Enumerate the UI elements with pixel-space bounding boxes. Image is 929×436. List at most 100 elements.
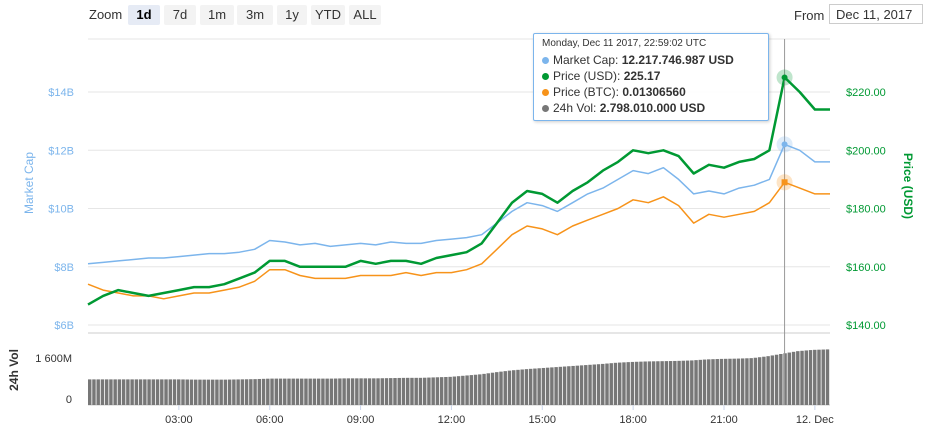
x-tick-label: 09:00 bbox=[347, 414, 375, 426]
volume-bar bbox=[499, 371, 503, 405]
volume-bar bbox=[757, 357, 762, 405]
volume-bar bbox=[779, 354, 783, 405]
volume-bar bbox=[266, 378, 270, 405]
zoom-button-1m[interactable]: 1m bbox=[200, 5, 234, 25]
x-tick-label: 06:00 bbox=[256, 414, 284, 426]
tooltip: Monday, Dec 11 2017, 22:59:02 UTC Market… bbox=[533, 33, 769, 121]
market-cap-axis: $6B $8B $10B $12B $14B bbox=[48, 87, 74, 332]
volume-bar bbox=[622, 362, 626, 405]
volume-bar bbox=[210, 379, 215, 405]
volume-bar bbox=[609, 363, 613, 405]
volume-bar bbox=[634, 361, 639, 405]
volume-bar bbox=[448, 376, 452, 405]
volume-bar bbox=[673, 360, 677, 405]
volume-bar bbox=[677, 360, 681, 405]
volume-bar bbox=[507, 370, 512, 405]
volume-bar bbox=[418, 377, 423, 405]
volume-bar bbox=[151, 379, 156, 405]
volume-bar bbox=[787, 352, 792, 405]
zoom-button-1y[interactable]: 1y bbox=[277, 5, 307, 25]
volume-bar bbox=[528, 368, 533, 405]
volume-bar bbox=[796, 351, 800, 405]
tooltip-value: 2.798.010.000 USD bbox=[599, 101, 706, 115]
volume-bar bbox=[329, 378, 334, 405]
volume-bar bbox=[770, 355, 775, 405]
volume-bar bbox=[728, 358, 732, 405]
volume-bar bbox=[300, 378, 304, 405]
volume-bar bbox=[189, 379, 194, 405]
zoom-button-3m[interactable]: 3m bbox=[237, 5, 273, 25]
volume-dot-icon bbox=[542, 105, 549, 113]
tooltip-row-price-btc: Price (BTC): 0.01306560 bbox=[542, 85, 686, 99]
volume-bar bbox=[545, 367, 550, 405]
volume-bar bbox=[469, 375, 474, 405]
right-tick-label: $160.00 bbox=[846, 262, 886, 274]
volume-bar bbox=[694, 360, 698, 405]
zoom-button-7d[interactable]: 7d bbox=[164, 5, 196, 25]
volume-bar bbox=[215, 379, 219, 405]
volume-bar bbox=[478, 374, 482, 405]
tooltip-header: Monday, Dec 11 2017, 22:59:02 UTC bbox=[542, 38, 707, 49]
from-label: From bbox=[794, 8, 825, 23]
volume-bar bbox=[690, 360, 694, 405]
volume-bar bbox=[384, 378, 389, 405]
volume-bar bbox=[113, 379, 117, 405]
tooltip-label: 24h Vol: bbox=[553, 101, 597, 115]
volume-bar bbox=[312, 378, 317, 405]
volume-bar bbox=[291, 378, 295, 405]
volume-bar bbox=[160, 379, 164, 405]
right-tick-label: $180.00 bbox=[846, 204, 886, 216]
x-tick-label: 03:00 bbox=[165, 414, 193, 426]
tooltip-row-volume: 24h Vol: 2.798.010.000 USD bbox=[542, 101, 705, 115]
zoom-button-all[interactable]: ALL bbox=[349, 5, 381, 25]
volume-bar bbox=[503, 371, 507, 405]
from-date-input[interactable]: Dec 11, 2017 bbox=[829, 4, 923, 24]
volume-bar bbox=[804, 350, 808, 405]
volume-bar bbox=[520, 369, 524, 405]
price-btc-dot-icon bbox=[542, 89, 549, 97]
tooltip-label: Price (USD): bbox=[553, 69, 621, 83]
volume-bar bbox=[516, 369, 520, 405]
volume-bar bbox=[104, 379, 109, 405]
volume-bar bbox=[232, 379, 236, 405]
volume-bar bbox=[643, 361, 647, 405]
volume-bar bbox=[456, 376, 461, 405]
volume-bar bbox=[791, 351, 796, 405]
volume-bar bbox=[249, 379, 253, 405]
volume-bar bbox=[338, 378, 342, 405]
volume-bar bbox=[367, 378, 372, 405]
volume-bar bbox=[206, 379, 211, 405]
volume-bar bbox=[753, 357, 758, 405]
volume-bar bbox=[397, 377, 401, 405]
zoom-button-ytd[interactable]: YTD bbox=[311, 5, 345, 25]
volume-bar bbox=[685, 360, 690, 405]
volume-bar bbox=[601, 363, 605, 405]
volume-bar bbox=[172, 379, 177, 405]
volume-bar bbox=[372, 378, 376, 405]
volume-bar bbox=[198, 379, 202, 405]
volume-bar bbox=[236, 379, 240, 405]
right-tick-label: $140.00 bbox=[846, 320, 886, 332]
left-tick-label: $8B bbox=[54, 262, 74, 274]
volume-bar bbox=[639, 361, 643, 405]
volume-bar bbox=[783, 353, 787, 405]
price-btc-marker bbox=[781, 179, 788, 186]
volume-bar bbox=[134, 379, 139, 405]
series-line bbox=[87, 143, 830, 265]
volume-bar bbox=[223, 379, 228, 405]
volume-bar bbox=[117, 379, 122, 405]
volume-bar bbox=[100, 379, 105, 405]
volume-bar bbox=[227, 379, 232, 405]
volume-bar bbox=[719, 358, 724, 405]
zoom-button-1d[interactable]: 1d bbox=[128, 5, 160, 25]
volume-bar bbox=[333, 378, 338, 405]
volume-bar bbox=[558, 366, 563, 405]
volume-bar bbox=[283, 378, 287, 405]
volume-bar bbox=[452, 376, 457, 405]
volume-bar bbox=[740, 358, 745, 405]
x-tick-label: 12. Dec bbox=[796, 414, 834, 426]
volume-bar bbox=[422, 377, 427, 405]
volume-bar bbox=[660, 361, 664, 405]
volume-bar bbox=[92, 379, 96, 405]
